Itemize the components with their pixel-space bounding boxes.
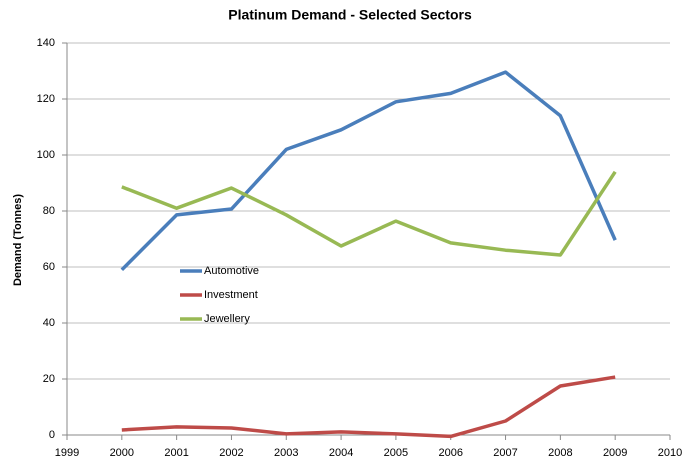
series-line	[121, 170, 617, 257]
x-tick-label: 2008	[548, 447, 572, 459]
series-line	[121, 375, 616, 439]
y-tick-label: 100	[37, 149, 55, 161]
x-tick-label: 2000	[110, 447, 134, 459]
x-tick-label: 2007	[493, 447, 517, 459]
x-tick-label: 2003	[274, 447, 298, 459]
x-tick-label: 2005	[384, 447, 408, 459]
chart-title: Platinum Demand - Selected Sectors	[228, 7, 472, 23]
x-tick-label: 2010	[658, 447, 682, 459]
legend-label: Investment	[204, 289, 258, 301]
y-tick-label: 60	[43, 261, 55, 273]
legend-label: Automotive	[204, 265, 259, 277]
x-tick-label: 2001	[164, 447, 188, 459]
x-tick-label: 1999	[55, 447, 79, 459]
y-tick-label: 40	[43, 317, 55, 329]
y-tick-label: 80	[43, 205, 55, 217]
y-tick-label: 140	[37, 37, 55, 49]
x-tick-label: 2002	[219, 447, 243, 459]
y-axis-label: Demand (Tonnes)	[12, 194, 24, 286]
legend-label: Jewellery	[204, 313, 250, 325]
x-tick-label: 2006	[438, 447, 462, 459]
x-tick-label: 2009	[603, 447, 627, 459]
y-tick-label: 120	[37, 93, 55, 105]
y-tick-label: 0	[49, 429, 55, 441]
y-tick-label: 20	[43, 373, 55, 385]
series-line	[120, 70, 617, 272]
x-tick-label: 2004	[329, 447, 353, 459]
